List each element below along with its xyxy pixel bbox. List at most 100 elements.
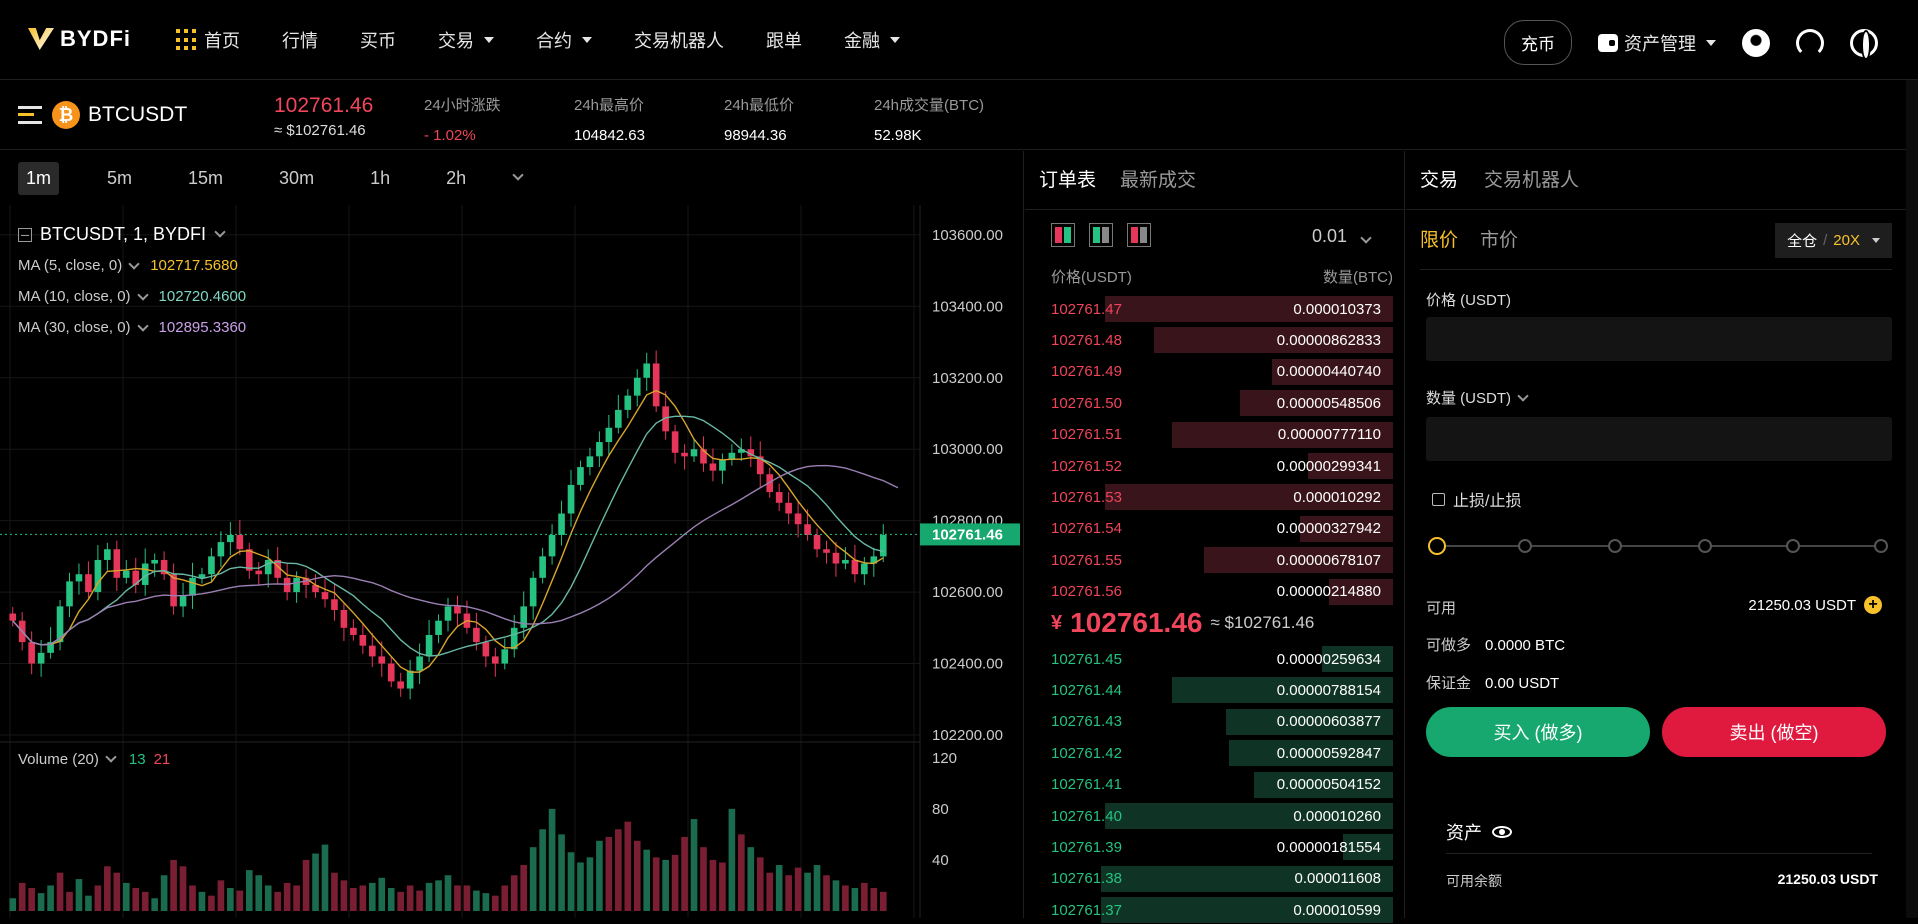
ask-row[interactable]: 102761.51 0.00000777110 <box>1037 421 1393 449</box>
tab-0[interactable]: 交易 <box>1420 170 1459 191</box>
tab-1[interactable]: 最新成交 <box>1120 170 1197 191</box>
sell-short-button[interactable]: 卖出 (做空) <box>1662 707 1886 757</box>
ask-row[interactable]: 102761.53 0.000010292 <box>1037 483 1393 511</box>
ma-value: 102717.5680 <box>150 257 238 274</box>
price-input[interactable] <box>1426 317 1892 361</box>
tab-1[interactable]: 市价 <box>1480 230 1519 251</box>
nav-item-5[interactable]: 交易机器人 <box>634 27 724 53</box>
qty-input[interactable] <box>1426 417 1892 461</box>
deposit-button[interactable]: 充币 <box>1504 20 1572 65</box>
bid-row[interactable]: 102761.41 0.00000504152 <box>1037 771 1393 799</box>
chevron-down-icon[interactable] <box>512 169 524 181</box>
timeframe-15m[interactable]: 15m <box>188 167 224 188</box>
view-both-icon[interactable] <box>1051 223 1075 247</box>
bid-row[interactable]: 102761.39 0.00000181554 <box>1037 833 1393 861</box>
stat-value: 104842.63 <box>574 127 645 144</box>
candle-body <box>179 595 187 607</box>
chevron-down-icon[interactable] <box>128 257 140 270</box>
slider-step-25[interactable] <box>1518 539 1532 553</box>
slider-handle[interactable] <box>1428 537 1446 555</box>
ask-row[interactable]: 102761.52 0.00000299341 <box>1037 452 1393 480</box>
nav-item-0[interactable]: 首页 <box>176 27 240 53</box>
volume-bar <box>851 888 859 911</box>
ma-value: 102720.4600 <box>158 288 247 305</box>
candle-body <box>378 656 386 664</box>
price-chart[interactable]: 103600.00 103400.00 103200.00 103000.00 1028… <box>0 205 1024 918</box>
precision-select[interactable]: 0.01 <box>1312 226 1372 247</box>
candle-body <box>756 456 764 475</box>
can-long-value: 0.0000 BTC <box>1485 637 1566 654</box>
volume-bar <box>368 882 376 911</box>
nav-item-6[interactable]: 跟单 <box>766 27 802 53</box>
volume-bar <box>359 885 367 911</box>
bid-row[interactable]: 102761.44 0.00000788154 <box>1037 676 1393 704</box>
timeframe-5m[interactable]: 5m <box>107 167 133 188</box>
margin-leverage-select[interactable]: 全仓/20X <box>1775 223 1892 258</box>
ask-row[interactable]: 102761.47 0.000010373 <box>1037 295 1393 323</box>
tab-0[interactable]: 限价 <box>1420 230 1459 251</box>
buy-long-button[interactable]: 买入 (做多) <box>1426 707 1650 757</box>
slider-step-100[interactable] <box>1874 539 1888 553</box>
timeframe-2h[interactable]: 2h <box>446 167 467 188</box>
nav-item-1[interactable]: 行情 <box>282 27 318 53</box>
stat-value: - 1.02% <box>424 127 476 144</box>
ask-row[interactable]: 102761.54 0.00000327942 <box>1037 515 1393 543</box>
bid-row[interactable]: 102761.38 0.000011608 <box>1037 865 1393 893</box>
asset-management-menu[interactable]: 资产管理 <box>1598 30 1716 56</box>
pair-symbol[interactable]: BTCUSDT <box>88 103 188 126</box>
depth-bar <box>1104 803 1393 829</box>
qty-unit-select[interactable]: 数量 (USDT) <box>1426 387 1529 408</box>
bydfi-logo[interactable]: BYDFi <box>28 26 131 52</box>
volume-bar <box>700 847 707 911</box>
nav-item-2[interactable]: 买币 <box>360 27 396 53</box>
timeframe-1h[interactable]: 1h <box>370 167 391 188</box>
bid-row[interactable]: 102761.43 0.00000603877 <box>1037 708 1393 736</box>
price-tick-label: 103000.00 <box>932 441 1003 458</box>
volume-bar <box>198 891 206 911</box>
ask-row[interactable]: 102761.56 0.00000214880 <box>1037 578 1393 606</box>
chevron-down-icon[interactable] <box>105 751 117 763</box>
nav-item-7[interactable]: 金融 <box>844 27 900 53</box>
slider-step-90[interactable] <box>1786 539 1800 553</box>
ask-row[interactable]: 102761.50 0.00000548506 <box>1037 389 1393 417</box>
eye-icon[interactable] <box>1492 826 1512 838</box>
bid-row[interactable]: 102761.40 0.000010260 <box>1037 802 1393 830</box>
chevron-down-icon[interactable] <box>136 288 149 301</box>
user-icon[interactable] <box>1742 28 1770 57</box>
bid-row[interactable]: 102761.42 0.00000592847 <box>1037 739 1393 767</box>
bid-row[interactable]: 102761.37 0.000010599 <box>1037 896 1393 924</box>
ma30-line <box>12 464 899 646</box>
bid-row[interactable]: 102761.45 0.00000259634 <box>1037 645 1393 673</box>
add-funds-icon[interactable]: + <box>1864 596 1882 614</box>
volume-bar <box>18 882 26 911</box>
nav-item-4[interactable]: 合约 <box>536 27 592 53</box>
view-asks-icon[interactable] <box>1127 223 1151 247</box>
chevron-down-icon[interactable] <box>136 319 149 332</box>
volume-bar <box>463 885 471 911</box>
timeframe-30m[interactable]: 30m <box>279 167 315 188</box>
slider-step-50[interactable] <box>1608 539 1622 553</box>
tab-1[interactable]: 交易机器人 <box>1484 170 1580 191</box>
ask-row[interactable]: 102761.48 0.00000862833 <box>1037 326 1393 354</box>
amount-slider[interactable] <box>1428 537 1888 555</box>
view-bids-icon[interactable] <box>1089 223 1113 247</box>
volume-bar <box>283 882 291 911</box>
candle-body <box>766 474 774 493</box>
volume-bar <box>104 866 111 911</box>
collapse-legend-icon[interactable] <box>18 227 32 242</box>
ask-row[interactable]: 102761.55 0.00000678107 <box>1037 546 1393 574</box>
globe-language-icon[interactable] <box>1850 28 1878 60</box>
page-scrollbar[interactable] <box>1906 80 1918 918</box>
headset-support-icon[interactable] <box>1796 28 1824 57</box>
tpsl-checkbox[interactable]: 止损/止损 <box>1432 487 1521 511</box>
nav-item-3[interactable]: 交易 <box>438 27 494 53</box>
nav-item-label: 首页 <box>204 31 240 51</box>
candle-body <box>492 656 499 664</box>
timeframe-1m[interactable]: 1m <box>18 161 60 195</box>
slider-step-75[interactable] <box>1698 539 1712 553</box>
tab-0[interactable]: 订单表 <box>1039 170 1097 191</box>
chevron-down-icon[interactable] <box>214 225 226 238</box>
candle-body <box>397 681 404 689</box>
ask-row[interactable]: 102761.49 0.00000440740 <box>1037 358 1393 386</box>
pair-menu-icon[interactable] <box>18 106 42 124</box>
